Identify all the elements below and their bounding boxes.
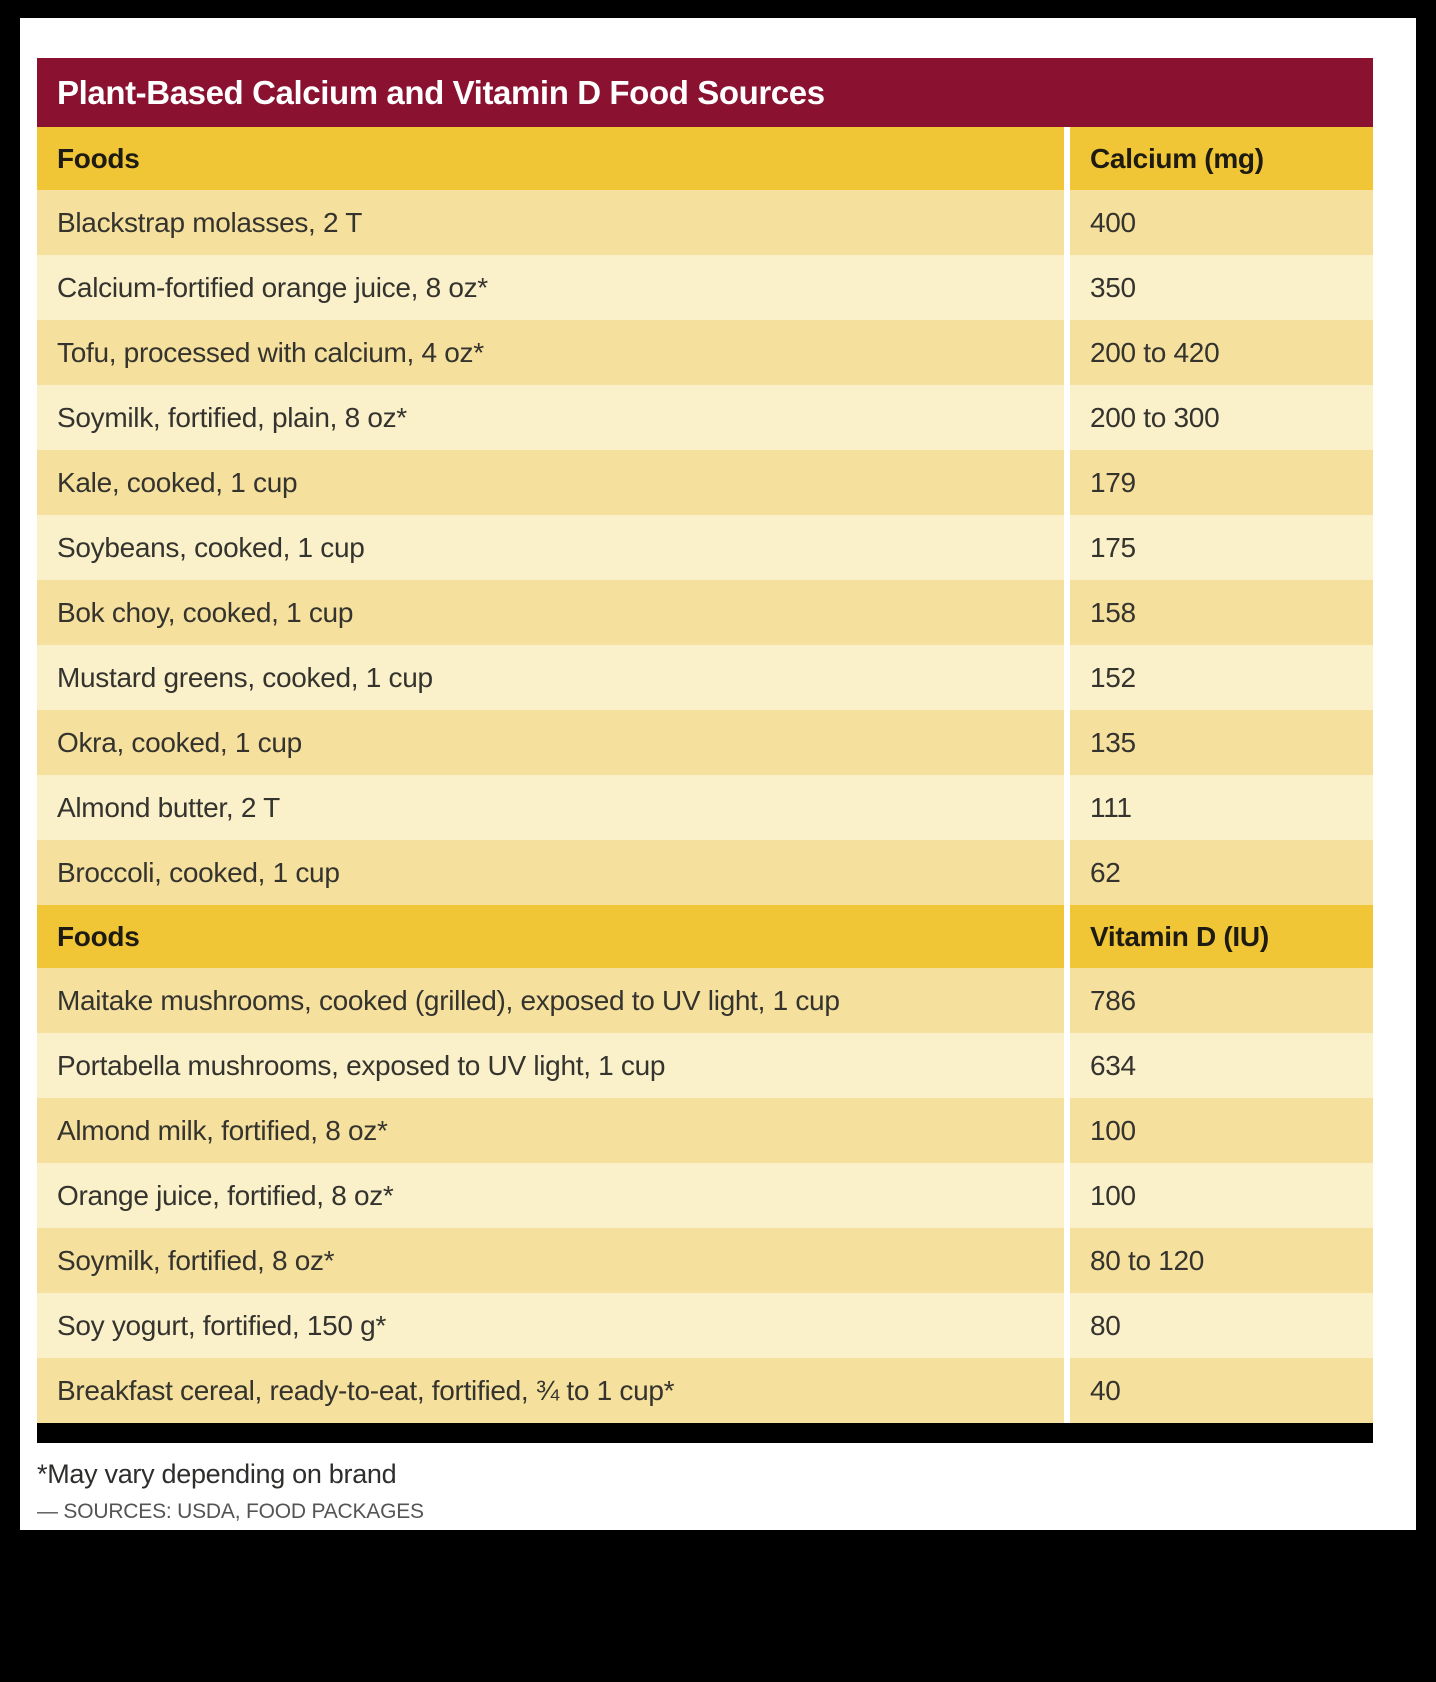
table-header-row: Foods Calcium (mg) [37,127,1373,190]
table-row: Soybeans, cooked, 1 cup 175 [37,515,1373,580]
table-row: Tofu, processed with calcium, 4 oz* 200 t… [37,320,1373,385]
table-row: Calcium-fortified orange juice, 8 oz* 350 [37,255,1373,320]
food-cell: Portabella mushrooms, exposed to UV ligh… [57,1049,666,1081]
food-cell: Blackstrap molasses, 2 T [57,206,363,238]
table-row: Soymilk, fortified, 8 oz* 80 to 120 [37,1228,1373,1293]
value-cell: 80 [1064,1293,1373,1358]
value-cell: 175 [1064,515,1373,580]
food-cell: Soybeans, cooked, 1 cup [57,531,365,563]
value-cell: 152 [1064,645,1373,710]
value-cell: 40 [1064,1358,1373,1423]
table-title: Plant-Based Calcium and Vitamin D Food S… [57,73,825,111]
food-cell: Mustard greens, cooked, 1 cup [57,661,433,693]
value-cell: 100 [1064,1163,1373,1228]
column-header-value: Calcium (mg) [1064,127,1373,190]
food-cell: Almond milk, fortified, 8 oz* [57,1114,388,1146]
table-row: Almond butter, 2 T 111 [37,775,1373,840]
value-cell: 200 to 300 [1064,385,1373,450]
table-row: Okra, cooked, 1 cup 135 [37,710,1373,775]
food-cell: Almond butter, 2 T [57,791,280,823]
food-cell: Breakfast cereal, ready-to-eat, fortifie… [57,1374,675,1406]
food-cell: Kale, cooked, 1 cup [57,466,298,498]
table-sections: Foods Calcium (mg) Blackstrap molasses, 2 … [37,127,1373,1423]
table-row: Kale, cooked, 1 cup 179 [37,450,1373,515]
food-cell: Bok choy, cooked, 1 cup [57,596,354,628]
table-title-bar: Plant-Based Calcium and Vitamin D Food S… [37,58,1373,127]
value-cell: 135 [1064,710,1373,775]
footnote-brand-note: *May vary depending on brand [37,1459,397,1489]
value-cell: 62 [1064,840,1373,905]
value-cell: 80 to 120 [1064,1228,1373,1293]
food-cell: Calcium-fortified orange juice, 8 oz* [57,271,488,303]
table-row: Breakfast cereal, ready-to-eat, fortifie… [37,1358,1373,1423]
value-cell: 179 [1064,450,1373,515]
food-cell: Soymilk, fortified, 8 oz* [57,1244,335,1276]
column-header-value: Vitamin D (IU) [1064,905,1373,968]
footnotes: *May vary depending on brand — SOURCES: … [37,1459,1373,1524]
table-row: Soymilk, fortified, plain, 8 oz* 200 to 3… [37,385,1373,450]
value-cell: 100 [1064,1098,1373,1163]
table-row: Broccoli, cooked, 1 cup 62 [37,840,1373,905]
table-row: Maitake mushrooms, cooked (grilled), exp… [37,968,1373,1033]
column-header-foods: Foods [57,142,140,174]
table-row: Portabella mushrooms, exposed to UV ligh… [37,1033,1373,1098]
table-row: Mustard greens, cooked, 1 cup 152 [37,645,1373,710]
table-row: Bok choy, cooked, 1 cup 158 [37,580,1373,645]
footnote-sources: — SOURCES: USDA, FOOD PACKAGES [37,1500,424,1523]
value-cell: 634 [1064,1033,1373,1098]
value-cell: 786 [1064,968,1373,1033]
food-cell: Soy yogurt, fortified, 150 g* [57,1309,387,1341]
value-cell: 350 [1064,255,1373,320]
nutrition-table: Plant-Based Calcium and Vitamin D Food S… [37,58,1373,1443]
table-row: Soy yogurt, fortified, 150 g* 80 [37,1293,1373,1358]
table-header-row: Foods Vitamin D (IU) [37,905,1373,968]
food-cell: Okra, cooked, 1 cup [57,726,302,758]
content-panel: Plant-Based Calcium and Vitamin D Food S… [20,18,1416,1530]
food-cell: Maitake mushrooms, cooked (grilled), exp… [57,984,840,1016]
table-row: Orange juice, fortified, 8 oz* 100 [37,1163,1373,1228]
table-bottom-bar [37,1423,1373,1443]
food-cell: Orange juice, fortified, 8 oz* [57,1179,394,1211]
food-cell: Broccoli, cooked, 1 cup [57,856,340,888]
value-cell: 400 [1064,190,1373,255]
table-row: Almond milk, fortified, 8 oz* 100 [37,1098,1373,1163]
column-header-foods: Foods [57,920,140,952]
food-cell: Soymilk, fortified, plain, 8 oz* [57,401,407,433]
food-cell: Tofu, processed with calcium, 4 oz* [57,336,484,368]
table-row: Blackstrap molasses, 2 T 400 [37,190,1373,255]
value-cell: 111 [1064,775,1373,840]
value-cell: 200 to 420 [1064,320,1373,385]
value-cell: 158 [1064,580,1373,645]
